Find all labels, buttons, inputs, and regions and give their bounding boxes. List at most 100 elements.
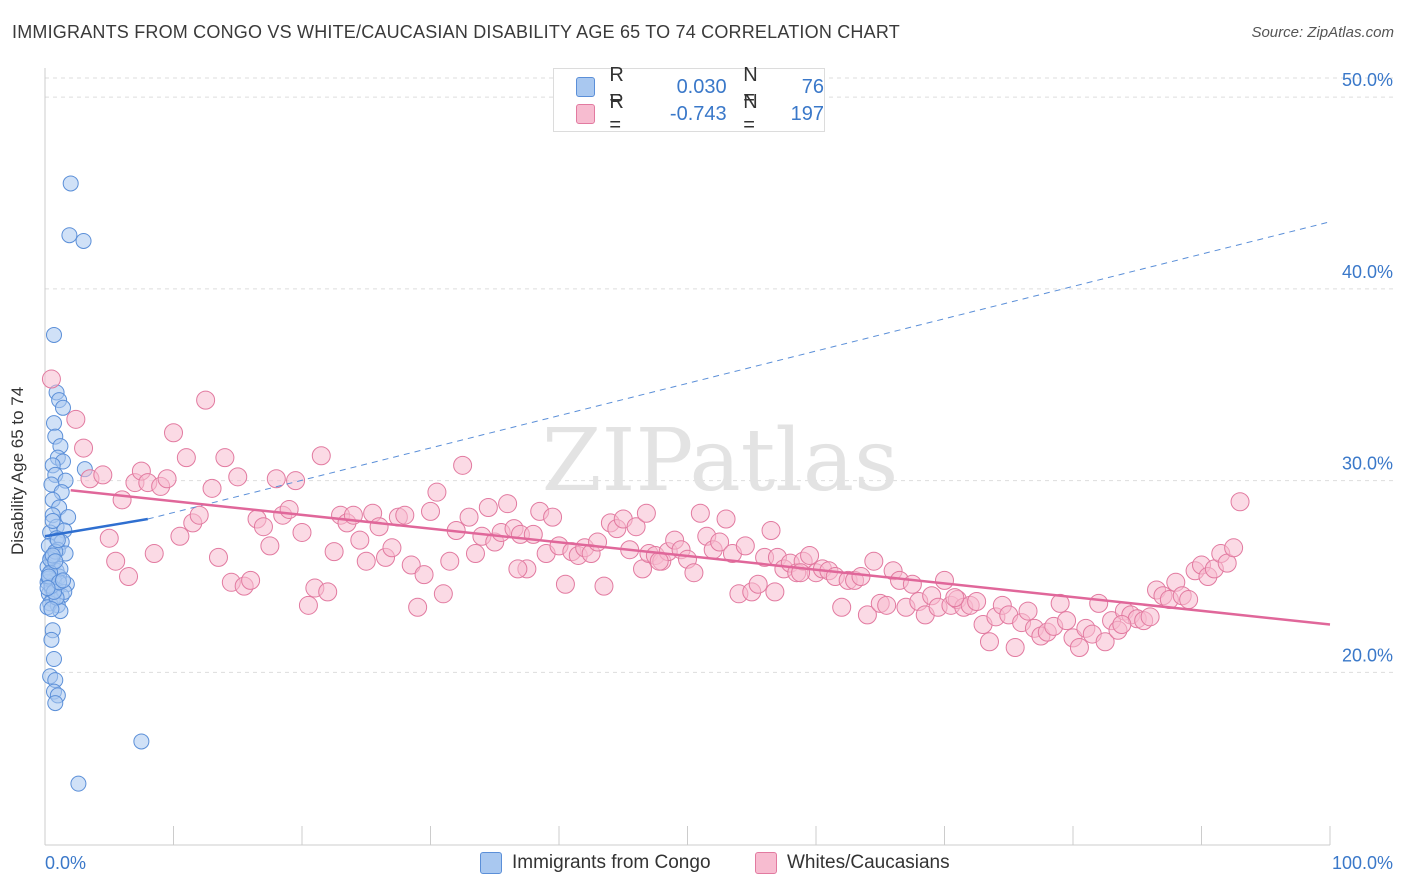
point-white xyxy=(1224,538,1244,558)
point-white xyxy=(196,390,216,410)
legend-r-label: R = xyxy=(609,64,624,109)
point-white xyxy=(144,544,164,564)
point-white xyxy=(1179,590,1199,610)
point-white xyxy=(1230,492,1250,512)
bottom-legend-congo: Immigrants from Congo xyxy=(480,852,711,874)
point-white xyxy=(877,595,897,615)
point-white xyxy=(93,465,113,485)
x-tick-label: 0.0% xyxy=(45,853,86,873)
point-white xyxy=(765,582,785,602)
legend-n-label: N = xyxy=(743,91,758,136)
y-tick-label: 20.0% xyxy=(1342,645,1393,665)
legend-r-value-white: -0.743 xyxy=(669,102,727,125)
point-white xyxy=(298,595,318,615)
point-white xyxy=(935,570,954,590)
point-white xyxy=(292,522,312,542)
point-white xyxy=(453,455,473,475)
y-axis-label: Disability Age 65 to 74 xyxy=(8,386,27,555)
point-white xyxy=(1050,593,1070,613)
point-white xyxy=(382,538,402,558)
point-congo xyxy=(70,775,87,792)
point-white xyxy=(498,494,518,514)
trendline-congo-extension xyxy=(147,221,1331,520)
point-white xyxy=(440,551,460,571)
chart-source: Source: ZipAtlas.com xyxy=(1251,24,1394,41)
point-white xyxy=(902,574,922,594)
point-white xyxy=(253,517,273,537)
point-white xyxy=(215,448,235,468)
stats-legend: R = 0.030 N = 76 R = -0.743 N = 197 xyxy=(553,64,825,136)
point-white xyxy=(401,555,421,575)
point-congo xyxy=(39,580,56,597)
point-white xyxy=(41,369,61,389)
point-white xyxy=(66,409,86,429)
point-congo xyxy=(45,415,62,432)
point-white xyxy=(735,536,755,556)
legend-swatch-congo xyxy=(576,77,596,97)
point-congo xyxy=(45,651,62,668)
point-white xyxy=(1095,632,1115,652)
point-white xyxy=(636,503,656,523)
point-white xyxy=(1018,601,1038,621)
point-white xyxy=(710,532,730,552)
point-white xyxy=(208,547,228,567)
x-tick-label: 100.0% xyxy=(1332,853,1393,873)
legend-n-label: N = xyxy=(743,64,758,109)
point-white xyxy=(1069,637,1089,657)
point-congo xyxy=(43,601,60,618)
point-congo xyxy=(47,553,64,570)
point-white xyxy=(408,597,428,617)
point-congo xyxy=(133,733,150,750)
point-white xyxy=(106,551,126,571)
trendline-congo xyxy=(44,517,149,538)
point-congo xyxy=(61,227,78,244)
point-congo xyxy=(75,232,92,249)
y-tick-label: 50.0% xyxy=(1342,70,1393,90)
point-congo xyxy=(45,326,62,343)
point-white xyxy=(350,530,370,550)
point-white xyxy=(74,438,94,458)
bottom-swatch-congo xyxy=(480,852,502,874)
point-white xyxy=(508,559,528,579)
point-white xyxy=(690,503,710,523)
y-tick-label: 30.0% xyxy=(1342,454,1393,474)
point-white xyxy=(967,591,987,611)
point-white xyxy=(189,505,209,525)
point-white xyxy=(112,490,132,510)
point-white xyxy=(465,544,485,564)
point-white xyxy=(800,545,820,565)
point-white xyxy=(555,574,575,594)
point-white xyxy=(684,563,704,583)
point-white xyxy=(266,469,286,489)
bottom-legend-label-white: Whites/Caucasians xyxy=(787,852,950,873)
point-congo xyxy=(62,175,79,192)
point-white xyxy=(945,588,965,608)
point-white xyxy=(478,498,498,518)
point-white xyxy=(1089,593,1109,613)
point-congo xyxy=(49,532,66,549)
point-white xyxy=(324,542,344,562)
point-white xyxy=(979,632,999,652)
point-white xyxy=(1005,637,1025,657)
legend-swatch-white xyxy=(576,104,596,124)
point-white xyxy=(427,482,447,502)
point-white xyxy=(99,528,119,548)
point-white xyxy=(157,469,177,489)
point-white xyxy=(851,567,871,587)
point-white xyxy=(414,565,434,585)
point-white xyxy=(748,574,768,594)
bottom-swatch-white xyxy=(755,852,777,874)
point-white xyxy=(543,507,563,527)
point-white xyxy=(202,478,222,498)
point-white xyxy=(857,605,877,625)
point-white xyxy=(761,521,781,541)
legend-r-value-congo: 0.030 xyxy=(676,75,727,98)
point-white xyxy=(864,551,884,571)
point-white xyxy=(626,517,646,537)
chart-title: IMMIGRANTS FROM CONGO VS WHITE/CAUCASIAN… xyxy=(12,22,900,42)
point-white xyxy=(1140,607,1160,627)
point-congo xyxy=(44,512,61,529)
point-white xyxy=(1057,611,1077,631)
point-white xyxy=(176,448,196,468)
point-congo xyxy=(54,399,71,416)
